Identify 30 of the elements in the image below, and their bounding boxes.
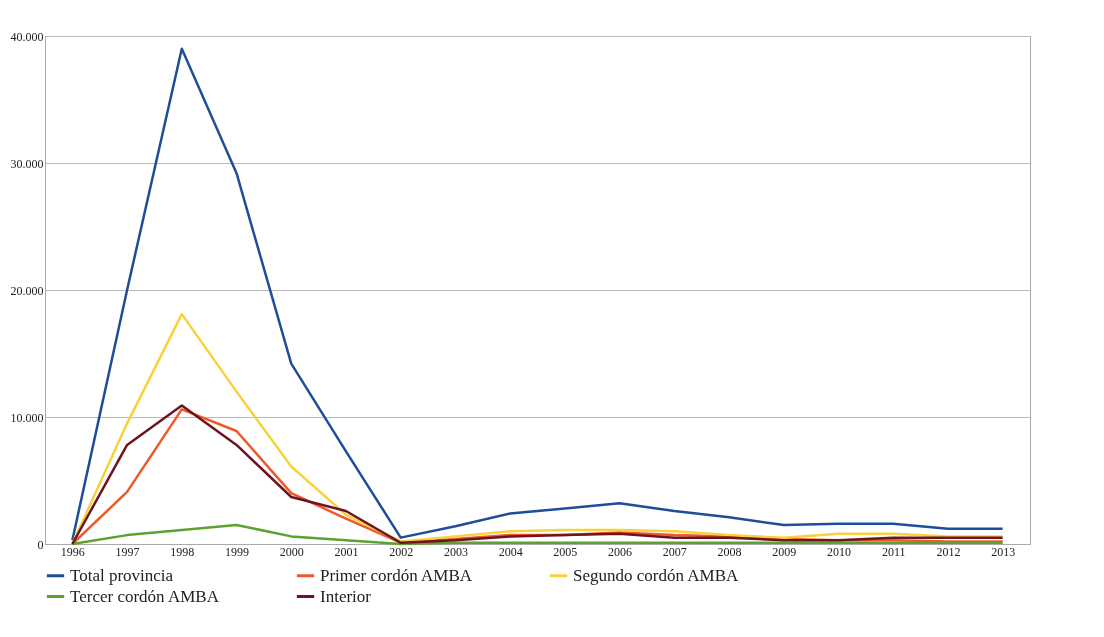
y-tick-label: 40.000 (10, 29, 44, 44)
x-tick-label: 2009 (772, 544, 797, 559)
x-tick-label: 1997 (115, 544, 140, 559)
x-tick-label: 2007 (662, 544, 687, 559)
legend-label: Segundo cordón AMBA (573, 565, 739, 585)
legend-label: Interior (320, 586, 372, 606)
x-tick-label: 2008 (717, 544, 742, 559)
x-tick-label: 2004 (498, 544, 523, 559)
line-series (71, 523, 1004, 546)
y-tick-label: 30.000 (10, 156, 44, 171)
y-tick-label: 10.000 (10, 410, 44, 425)
x-tick-label: 2000 (279, 544, 304, 559)
y-tick-label: 20.000 (10, 283, 44, 298)
legend-label: Total provincia (70, 565, 174, 585)
x-tick-label: 2005 (553, 544, 578, 559)
x-tick-label: 2006 (608, 544, 633, 559)
line-series (71, 47, 1004, 542)
x-tick-label: 2010 (826, 544, 851, 559)
x-tick-label: 2013 (991, 544, 1016, 559)
x-tick-label: 2001 (334, 544, 359, 559)
y-tick-label: 0 (37, 537, 44, 552)
x-tick-label: 1998 (170, 544, 195, 559)
legend-label: Tercer cordón AMBA (70, 586, 220, 606)
x-tick-label: 2003 (443, 544, 468, 559)
x-tick-label: 1999 (225, 544, 250, 559)
legend-label: Primer cordón AMBA (320, 565, 473, 585)
x-tick-label: 2012 (936, 544, 961, 559)
x-tick-label: 2011 (881, 544, 906, 559)
x-tick-label: 2002 (389, 544, 414, 559)
x-tick-label: 1996 (60, 544, 85, 559)
